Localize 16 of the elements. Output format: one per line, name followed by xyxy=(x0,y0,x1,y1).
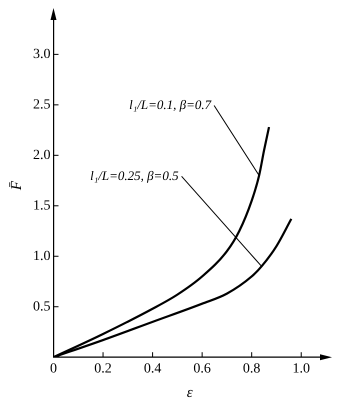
x-tick-label: 0.8 xyxy=(242,361,260,376)
y-tick-label: 1.5 xyxy=(33,198,50,214)
y-tick-label: 1.0 xyxy=(33,248,50,264)
text: l₁/L=0.1, β=0.7 xyxy=(129,96,212,112)
x-axis-title: ε xyxy=(186,384,193,401)
y-tick-label: 2.0 xyxy=(33,148,50,163)
y-tick-label: 2.5 xyxy=(33,98,50,113)
x-tick-label: 1.0 xyxy=(292,361,310,376)
y-axis-title: F̄ xyxy=(8,180,25,192)
text: l₁/L=0.25, β=0.5 xyxy=(90,168,180,183)
x-tick-label: 0.6 xyxy=(193,361,211,376)
x-tick-label: 0.2 xyxy=(94,361,112,376)
y-tick-label: 0.5 xyxy=(33,299,50,314)
y-tick-label: 3.0 xyxy=(33,47,50,62)
x-tick-label: 0.4 xyxy=(144,361,162,376)
x-tick-label: 0 xyxy=(50,361,57,376)
